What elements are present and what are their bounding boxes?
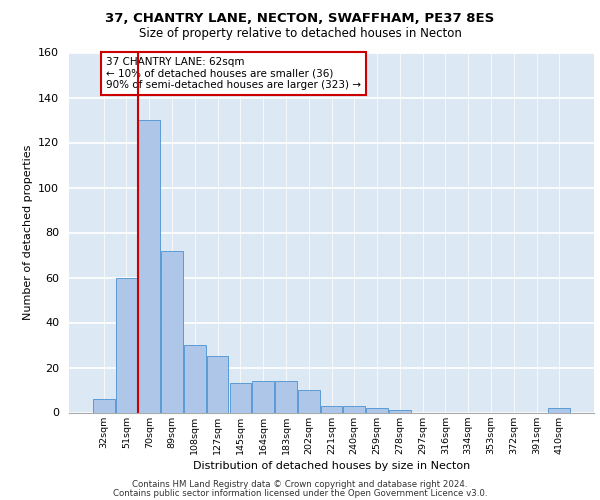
Bar bbox=[343, 406, 365, 412]
Y-axis label: Number of detached properties: Number of detached properties bbox=[23, 145, 32, 320]
Text: Size of property relative to detached houses in Necton: Size of property relative to detached ho… bbox=[139, 28, 461, 40]
Bar bbox=[184, 345, 206, 412]
Bar bbox=[161, 250, 183, 412]
Text: Contains HM Land Registry data © Crown copyright and database right 2024.: Contains HM Land Registry data © Crown c… bbox=[132, 480, 468, 489]
Bar bbox=[253, 381, 274, 412]
Bar bbox=[366, 408, 388, 412]
X-axis label: Distribution of detached houses by size in Necton: Distribution of detached houses by size … bbox=[193, 460, 470, 470]
Text: 37 CHANTRY LANE: 62sqm
← 10% of detached houses are smaller (36)
90% of semi-det: 37 CHANTRY LANE: 62sqm ← 10% of detached… bbox=[106, 57, 361, 90]
Bar bbox=[93, 399, 115, 412]
Bar bbox=[275, 381, 297, 412]
Bar bbox=[139, 120, 160, 412]
Bar bbox=[230, 383, 251, 412]
Text: 37, CHANTRY LANE, NECTON, SWAFFHAM, PE37 8ES: 37, CHANTRY LANE, NECTON, SWAFFHAM, PE37… bbox=[106, 12, 494, 26]
Bar bbox=[389, 410, 410, 412]
Bar bbox=[116, 278, 137, 412]
Bar bbox=[207, 356, 229, 412]
Bar bbox=[548, 408, 570, 412]
Text: Contains public sector information licensed under the Open Government Licence v3: Contains public sector information licen… bbox=[113, 489, 487, 498]
Bar bbox=[298, 390, 320, 412]
Bar bbox=[320, 406, 343, 412]
